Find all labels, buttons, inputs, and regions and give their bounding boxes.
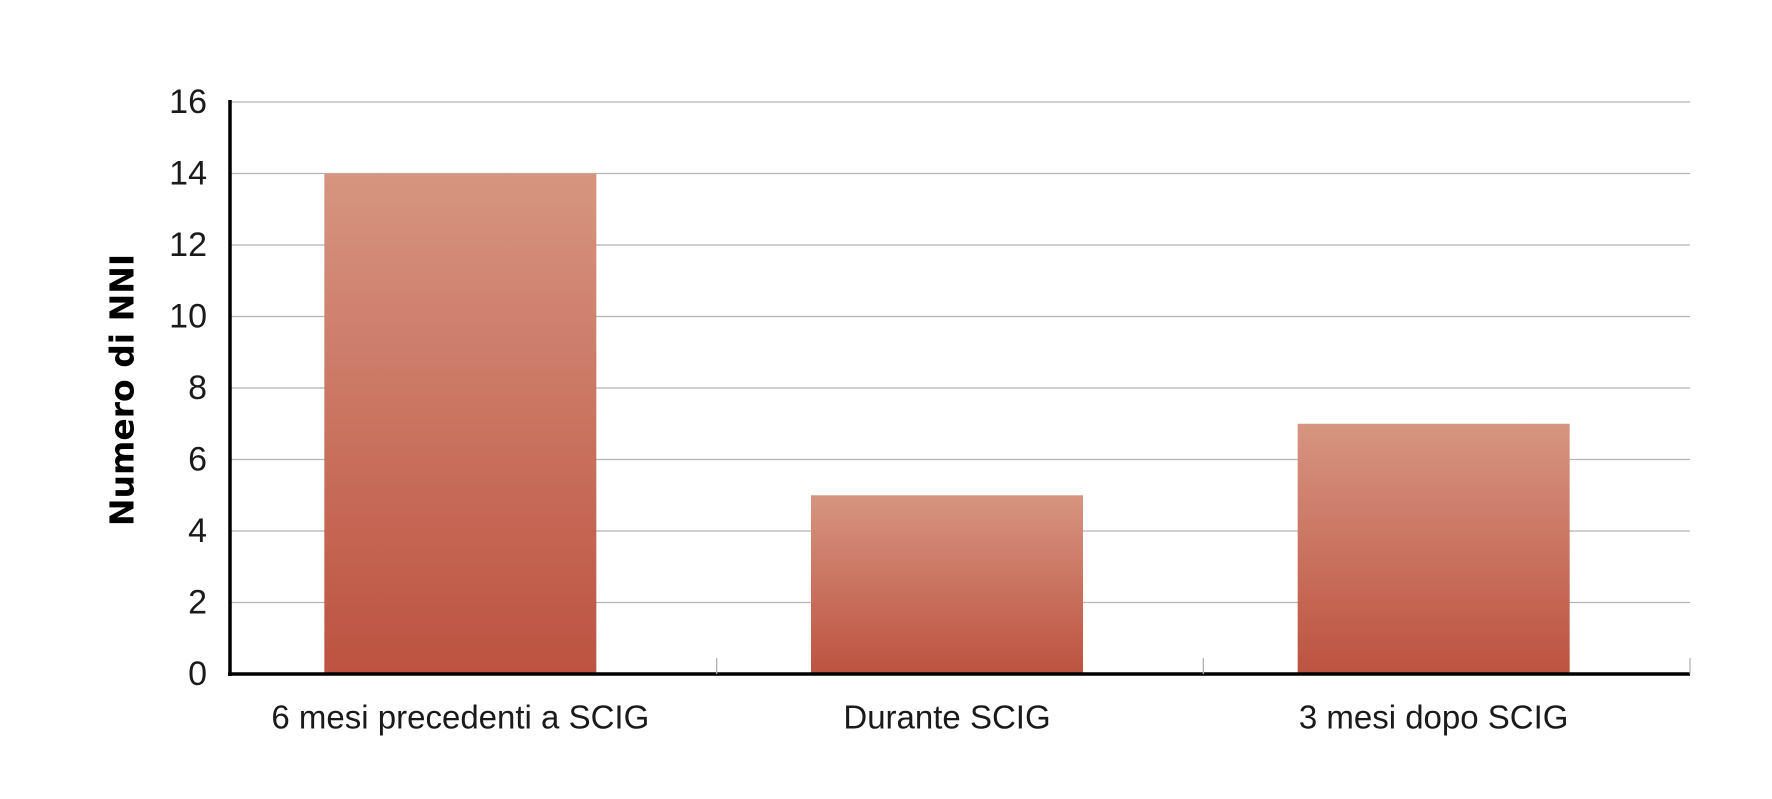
y-tick-label: 14 [169,154,207,192]
axes [228,100,1691,676]
bars [324,173,1570,674]
y-tick-label: 0 [188,655,207,693]
y-tick-label: 10 [169,297,207,335]
y-tick-label: 2 [188,583,207,621]
y-tick-label: 4 [188,512,207,550]
y-tick-labels: 0 2 4 6 8 10 12 14 16 [169,83,207,693]
x-category-label: 6 mesi precedenti a SCIG [271,699,649,736]
x-category-label: Durante SCIG [843,699,1050,736]
bar [811,495,1083,674]
y-tick-label: 12 [169,226,207,264]
x-category-labels: 6 mesi precedenti a SCIG Durante SCIG 3 me… [271,699,1568,736]
bar [1297,423,1570,674]
y-tick-label: 8 [188,369,207,407]
y-tick-label: 16 [169,83,207,121]
y-tick-label: 6 [188,440,207,478]
y-axis-title: Numero di NNI [103,254,142,526]
x-category-label: 3 mesi dopo SCIG [1299,699,1569,736]
bar [324,173,597,674]
